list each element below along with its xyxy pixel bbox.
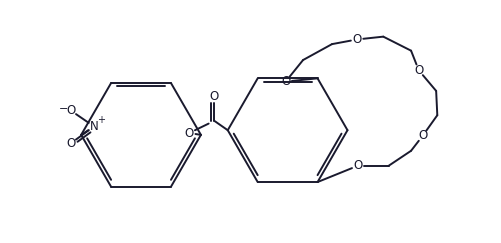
- Text: O: O: [185, 127, 194, 139]
- Text: O: O: [414, 64, 423, 77]
- Text: O: O: [352, 33, 362, 46]
- Text: N: N: [90, 120, 98, 133]
- Text: +: +: [97, 115, 105, 125]
- Text: O: O: [418, 129, 427, 142]
- Text: O: O: [281, 75, 290, 88]
- Text: O: O: [66, 104, 76, 117]
- Text: O: O: [66, 137, 76, 150]
- Text: −: −: [59, 104, 68, 114]
- Text: O: O: [353, 159, 362, 172]
- Text: O: O: [210, 90, 219, 103]
